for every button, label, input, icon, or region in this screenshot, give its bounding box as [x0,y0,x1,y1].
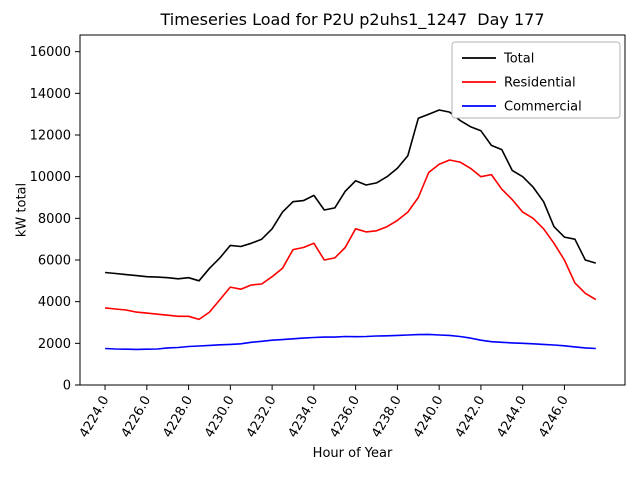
y-tick-label: 12000 [30,129,71,144]
y-tick-label: 0 [63,379,71,394]
x-axis-label: Hour of Year [312,446,393,461]
x-tick-label: 4238.0 [369,394,405,441]
series-line-total [105,109,597,282]
y-tick-label: 14000 [30,87,71,102]
x-tick-label: 4230.0 [202,394,238,441]
x-tick-label: 4242.0 [453,394,489,441]
legend-label: Total [503,52,534,67]
x-tick-label: 4236.0 [327,394,363,441]
y-tick-label: 2000 [38,337,71,352]
y-tick-label: 16000 [30,45,71,60]
x-tick-label: 4226.0 [119,394,155,441]
x-tick-label: 4228.0 [160,394,196,441]
x-tick-label: 4246.0 [536,394,572,441]
legend-label: Residential [504,76,576,91]
y-tick-label: 10000 [30,170,71,185]
plot-frame [79,34,626,386]
x-tick-label: 4234.0 [286,394,322,441]
x-tick-label: 4240.0 [411,394,447,441]
x-tick-label: 4224.0 [77,394,113,441]
series-line-residential [105,159,597,321]
y-tick-label: 4000 [38,295,71,310]
y-tick-label: 8000 [38,212,71,227]
chart-title: Timeseries Load for P2U p2uhs1_1247 Day … [160,10,545,29]
y-axis-label: kW total [14,182,30,238]
y-tick-label: 6000 [38,254,71,269]
x-tick-label: 4244.0 [494,394,530,441]
legend-label: Commercial [504,100,582,115]
legend-box [451,41,621,119]
series-line-commercial [105,333,596,351]
x-tick-label: 4232.0 [244,394,280,441]
